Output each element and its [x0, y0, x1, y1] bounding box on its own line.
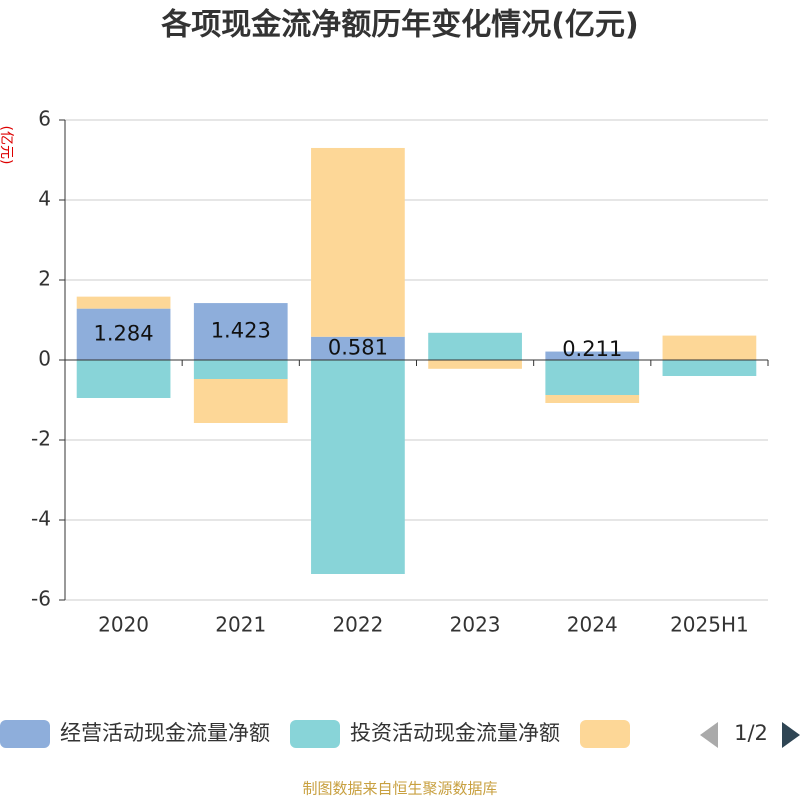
y-tick-label: 4 — [38, 187, 51, 211]
bar — [545, 395, 640, 403]
bar — [545, 360, 640, 395]
bar — [311, 336, 405, 360]
bar — [76, 360, 171, 398]
bar — [311, 360, 405, 574]
legend-swatch — [290, 720, 340, 748]
legend-label: 经营活动现金流量净额 — [60, 721, 270, 745]
value-label: 0.581 — [328, 335, 388, 359]
value-label: 0.211 — [562, 337, 622, 361]
y-tick-label: 0 — [38, 347, 51, 371]
bar — [311, 147, 405, 337]
y-axis-label: (亿元) — [0, 126, 14, 165]
value-label: 1.284 — [94, 321, 154, 345]
bar — [662, 360, 757, 376]
y-tick-label: 2 — [38, 267, 51, 291]
x-tick-label: 2023 — [450, 613, 501, 637]
x-tick-label: 2024 — [567, 613, 618, 637]
bar — [662, 335, 757, 360]
bar — [193, 379, 288, 423]
legend-swatch — [0, 720, 50, 748]
legend-swatch — [580, 720, 630, 748]
value-label: 1.423 — [211, 319, 271, 343]
bar — [76, 308, 171, 360]
x-tick-label: 2022 — [332, 613, 383, 637]
bar — [428, 332, 522, 360]
bar — [545, 351, 640, 360]
y-tick-label: -4 — [31, 507, 51, 531]
x-tick-label: 2020 — [98, 613, 149, 637]
bar — [193, 303, 288, 360]
legend-page: 1/2 — [734, 721, 768, 745]
legend-label: 投资活动现金流量净额 — [350, 721, 560, 745]
legend-prev[interactable] — [700, 722, 718, 748]
x-tick-label: 2025H1 — [670, 613, 749, 637]
y-tick-label: -2 — [31, 427, 51, 451]
y-tick-label: -6 — [31, 587, 51, 611]
chart-title: 各项现金流净额历年变化情况(亿元) — [160, 8, 638, 43]
bar — [76, 296, 171, 309]
bar — [193, 360, 288, 379]
footer: 制图数据来自恒生聚源数据库 — [302, 780, 497, 798]
y-tick-label: 6 — [38, 107, 51, 131]
x-tick-label: 2021 — [215, 613, 266, 637]
bar — [428, 360, 522, 369]
legend-next[interactable] — [782, 722, 800, 748]
